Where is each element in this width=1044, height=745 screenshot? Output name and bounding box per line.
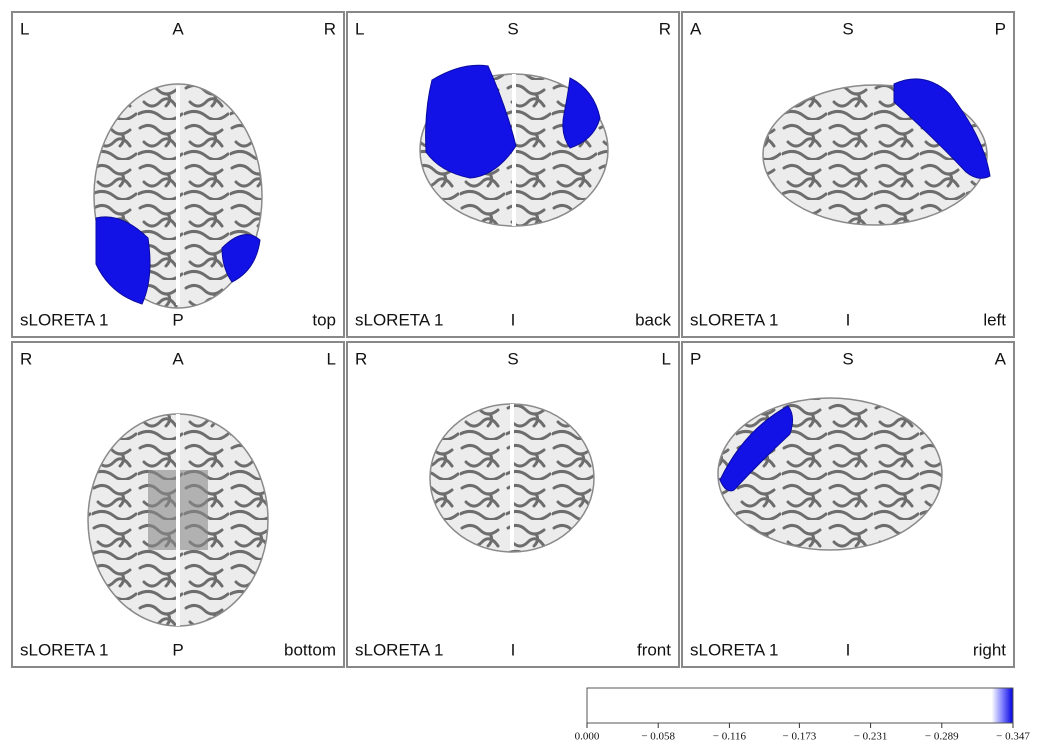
orientation-label: R <box>20 349 32 368</box>
method-label: sLORETA 1 <box>690 640 779 659</box>
orientation-label: L <box>327 349 336 368</box>
view-name: right <box>973 640 1006 659</box>
orientation-label: P <box>172 640 183 659</box>
view-name: back <box>635 310 671 329</box>
orientation-label: A <box>690 19 702 38</box>
method-label: sLORETA 1 <box>20 640 109 659</box>
method-label: sLORETA 1 <box>355 310 444 329</box>
orientation-label: R <box>659 19 671 38</box>
orientation-label: I <box>511 640 516 659</box>
orientation-label: S <box>842 349 853 368</box>
orientation-label: I <box>511 310 516 329</box>
orientation-label: I <box>846 310 851 329</box>
colorbar-tick-label: − 0.347 <box>996 731 1030 743</box>
orientation-label: R <box>324 19 336 38</box>
brain-front <box>430 404 594 552</box>
orientation-label: L <box>355 19 364 38</box>
orientation-label: S <box>507 19 518 38</box>
colorbar <box>587 688 1013 723</box>
brain-back <box>420 65 608 226</box>
orientation-label: I <box>846 640 851 659</box>
method-label: sLORETA 1 <box>690 310 779 329</box>
colorbar-tick-label: − 0.289 <box>925 731 959 743</box>
orientation-label: S <box>842 19 853 38</box>
brain-bottom <box>88 414 268 626</box>
orientation-label: L <box>20 19 29 38</box>
orientation-label: P <box>690 349 701 368</box>
view-name: left <box>983 310 1006 329</box>
orientation-label: A <box>172 19 184 38</box>
orientation-label: A <box>172 349 184 368</box>
sloreta-viewer: 0.000 − 0.058 − 0.116 − 0.173 − 0.231 − 0.289… <box>0 0 1044 745</box>
method-label: sLORETA 1 <box>355 640 444 659</box>
method-label: sLORETA 1 <box>20 310 109 329</box>
brain-right <box>718 398 942 550</box>
view-name: bottom <box>284 640 336 659</box>
view-name: front <box>637 640 671 659</box>
colorbar-tick-label: − 0.116 <box>713 731 747 743</box>
colorbar-tick-label: − 0.173 <box>783 731 817 743</box>
colorbar-tick-label: 0.000 <box>575 731 600 743</box>
orientation-label: P <box>172 310 183 329</box>
view-name: top <box>312 310 336 329</box>
orientation-label: S <box>507 349 518 368</box>
orientation-label: L <box>662 349 671 368</box>
colorbar-tick-label: − 0.058 <box>641 731 675 743</box>
orientation-label: P <box>995 19 1006 38</box>
brain-top <box>94 84 262 308</box>
orientation-label: R <box>355 349 367 368</box>
orientation-label: A <box>995 349 1007 368</box>
colorbar-tick-label: − 0.231 <box>854 731 888 743</box>
